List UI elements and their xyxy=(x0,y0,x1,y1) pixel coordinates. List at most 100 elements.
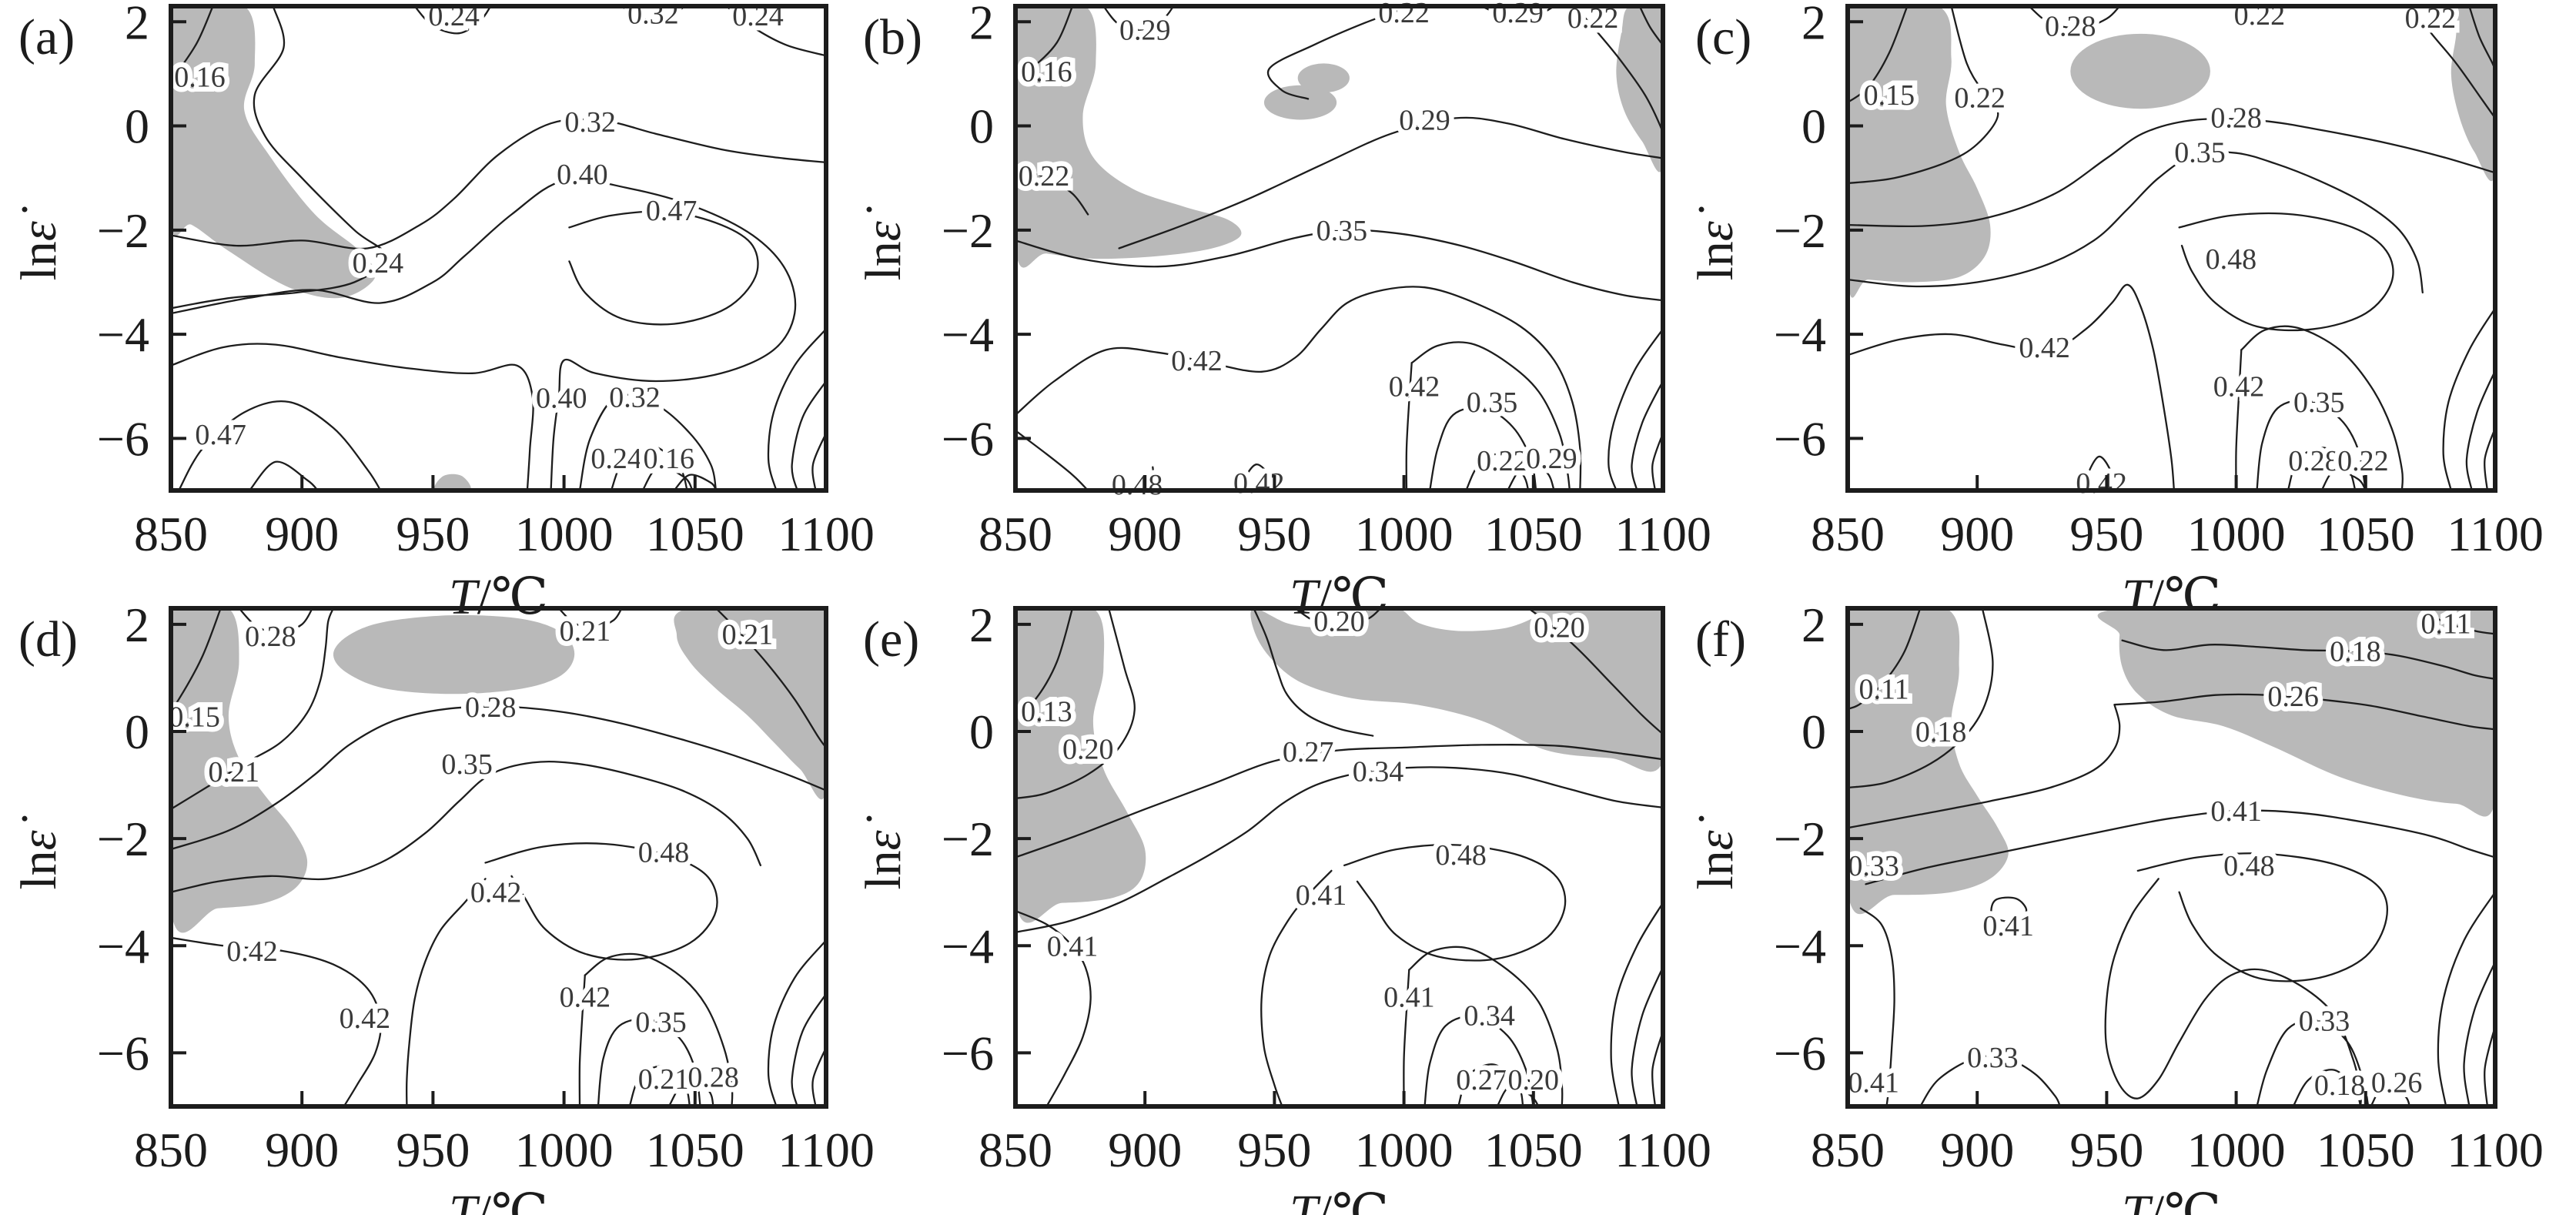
instability-region xyxy=(1015,608,1146,923)
contour-line-0.21 xyxy=(171,608,335,811)
contour-label: 0.32 xyxy=(564,106,616,139)
contour-label: 0.28 xyxy=(465,691,517,724)
y-axis-title: lnε̇ xyxy=(1688,815,1744,889)
y-tick-label: −6 xyxy=(97,1026,149,1080)
plot-border xyxy=(1845,606,2497,1109)
contour-line xyxy=(1607,328,1663,490)
panel-a: 0.160.240.24 0.32 0.240.320.400.470.470.40… xyxy=(11,0,875,625)
contour-line-0.48 xyxy=(2178,212,2394,332)
contour-line-0.33 xyxy=(1919,1055,2061,1106)
contour-line-0.21 xyxy=(714,608,826,749)
contour-line-0.35 xyxy=(1015,229,1663,302)
y-tick-label: −6 xyxy=(942,1026,994,1080)
contour-label: 0.35 xyxy=(2293,387,2345,419)
instability-region xyxy=(333,614,575,695)
contour-line xyxy=(1015,430,1089,490)
y-axis-title: lnε̇ xyxy=(11,815,67,889)
contour-line-0.22 xyxy=(2235,6,2284,21)
x-tick-label: 1100 xyxy=(1614,507,1711,561)
contour-label: 0.42 xyxy=(2019,332,2070,364)
contour-label: 0.24 xyxy=(353,247,404,279)
y-tick-label: 2 xyxy=(1802,0,1826,49)
x-tick-label: 950 xyxy=(396,1123,470,1177)
contour-label: 0.35 xyxy=(1467,387,1518,419)
contour-line-0.28 xyxy=(1848,117,2495,228)
instability-region xyxy=(1616,6,1663,172)
contour-line-0.47 xyxy=(178,400,382,490)
y-tick-label: 0 xyxy=(1802,99,1826,154)
contour-label: 0.34 xyxy=(1464,1000,1515,1033)
contour-label: 0.41 xyxy=(1047,930,1099,962)
x-tick-label: 1100 xyxy=(1614,1123,1711,1177)
instability-region xyxy=(2451,6,2495,181)
contour-line xyxy=(1631,380,1663,490)
x-tick-label: 950 xyxy=(2069,507,2143,561)
contour-label: 0.22 xyxy=(2337,445,2389,477)
contour-line xyxy=(2484,1025,2495,1106)
x-tick-label: 900 xyxy=(265,507,339,561)
contour-line-0.22 xyxy=(1848,6,1999,185)
contour-line-0.42 xyxy=(2235,349,2243,490)
contour-label: 0.20 xyxy=(1534,611,1585,644)
contour-label: 0.26 xyxy=(2371,1067,2423,1100)
panel-e: 0.130.200.20 0.200.270.340.480.410.410.41… xyxy=(855,597,1711,1215)
contour-label: 0.28 xyxy=(2045,11,2096,43)
contour-label: 0.21 xyxy=(638,1063,690,1096)
y-tick-label: −4 xyxy=(942,307,994,362)
contour-line-0.33 xyxy=(2256,1019,2370,1106)
x-tick-label: 1000 xyxy=(515,507,614,561)
instability-region xyxy=(434,474,471,490)
y-tick-label: −6 xyxy=(1774,1026,1826,1080)
contour-line-0.28 xyxy=(2028,6,2121,29)
contour-line xyxy=(584,952,734,1106)
contour-label: 0.28 xyxy=(2288,445,2340,477)
x-tick-label: 1100 xyxy=(778,507,875,561)
contour-label: 0.48 xyxy=(1435,839,1487,872)
plot-border xyxy=(1013,606,1665,1109)
y-tick-label: 0 xyxy=(125,99,149,154)
contour-label: 0.47 xyxy=(195,419,246,451)
contour-line xyxy=(2465,370,2495,490)
contour-label: 0.33 xyxy=(1848,850,1899,882)
contour-label: 0.48 xyxy=(1112,469,1163,501)
contour-line-0.29 xyxy=(1102,6,1175,31)
contour-line-0.18 xyxy=(2292,1069,2362,1106)
contour-label: 0.48 xyxy=(2206,243,2257,276)
contour-line-0.42 xyxy=(1848,283,2176,490)
contour-label: 0.33 xyxy=(1967,1042,2019,1074)
contour-line-0.27 xyxy=(1457,1063,1524,1106)
contour-line-0.22 xyxy=(1266,6,1413,100)
plot-border xyxy=(1845,4,2497,493)
x-tick-label: 950 xyxy=(396,507,470,561)
contour-label: 0.28 xyxy=(687,1062,739,1094)
contour-line-0.4 xyxy=(171,178,797,490)
x-tick-label: 1000 xyxy=(2187,507,2286,561)
x-tick-label: 1050 xyxy=(2317,507,2415,561)
contour-label: 0.41 xyxy=(1982,910,2034,942)
y-axis-title: lnε̇ xyxy=(855,815,912,889)
panel-letter-a: (a) xyxy=(18,9,75,65)
contour-line-0.2 xyxy=(1496,1085,1540,1106)
y-tick-label: 0 xyxy=(125,705,149,759)
contour-line-0.28 xyxy=(238,608,313,634)
contour-line-0.33 xyxy=(1848,704,2121,829)
contour-label: 0.40 xyxy=(536,383,587,415)
instability-region xyxy=(2097,608,2495,817)
contour-label: 0.32 xyxy=(609,381,661,413)
contour-line xyxy=(1631,966,1663,1106)
instability-region xyxy=(674,608,826,800)
panel-letter-b: (b) xyxy=(863,9,922,65)
x-tick-label: 900 xyxy=(265,1123,339,1177)
contour-label: 0.35 xyxy=(441,748,493,781)
contour-line-0.42 xyxy=(171,936,382,1106)
y-tick-label: 0 xyxy=(1802,705,1826,759)
x-tick-label: 850 xyxy=(1811,507,1885,561)
panel-letter-f: (f) xyxy=(1695,611,1746,668)
y-axis-title: lnε̇ xyxy=(1688,206,1744,280)
contour-label: 0.42 xyxy=(1233,467,1285,500)
x-tick-label: 1050 xyxy=(1484,507,1583,561)
y-tick-label: −4 xyxy=(942,919,994,973)
instability-region xyxy=(1015,6,1242,268)
contour-label: 0.42 xyxy=(1171,345,1223,377)
contour-label: 0.42 xyxy=(2076,467,2127,500)
